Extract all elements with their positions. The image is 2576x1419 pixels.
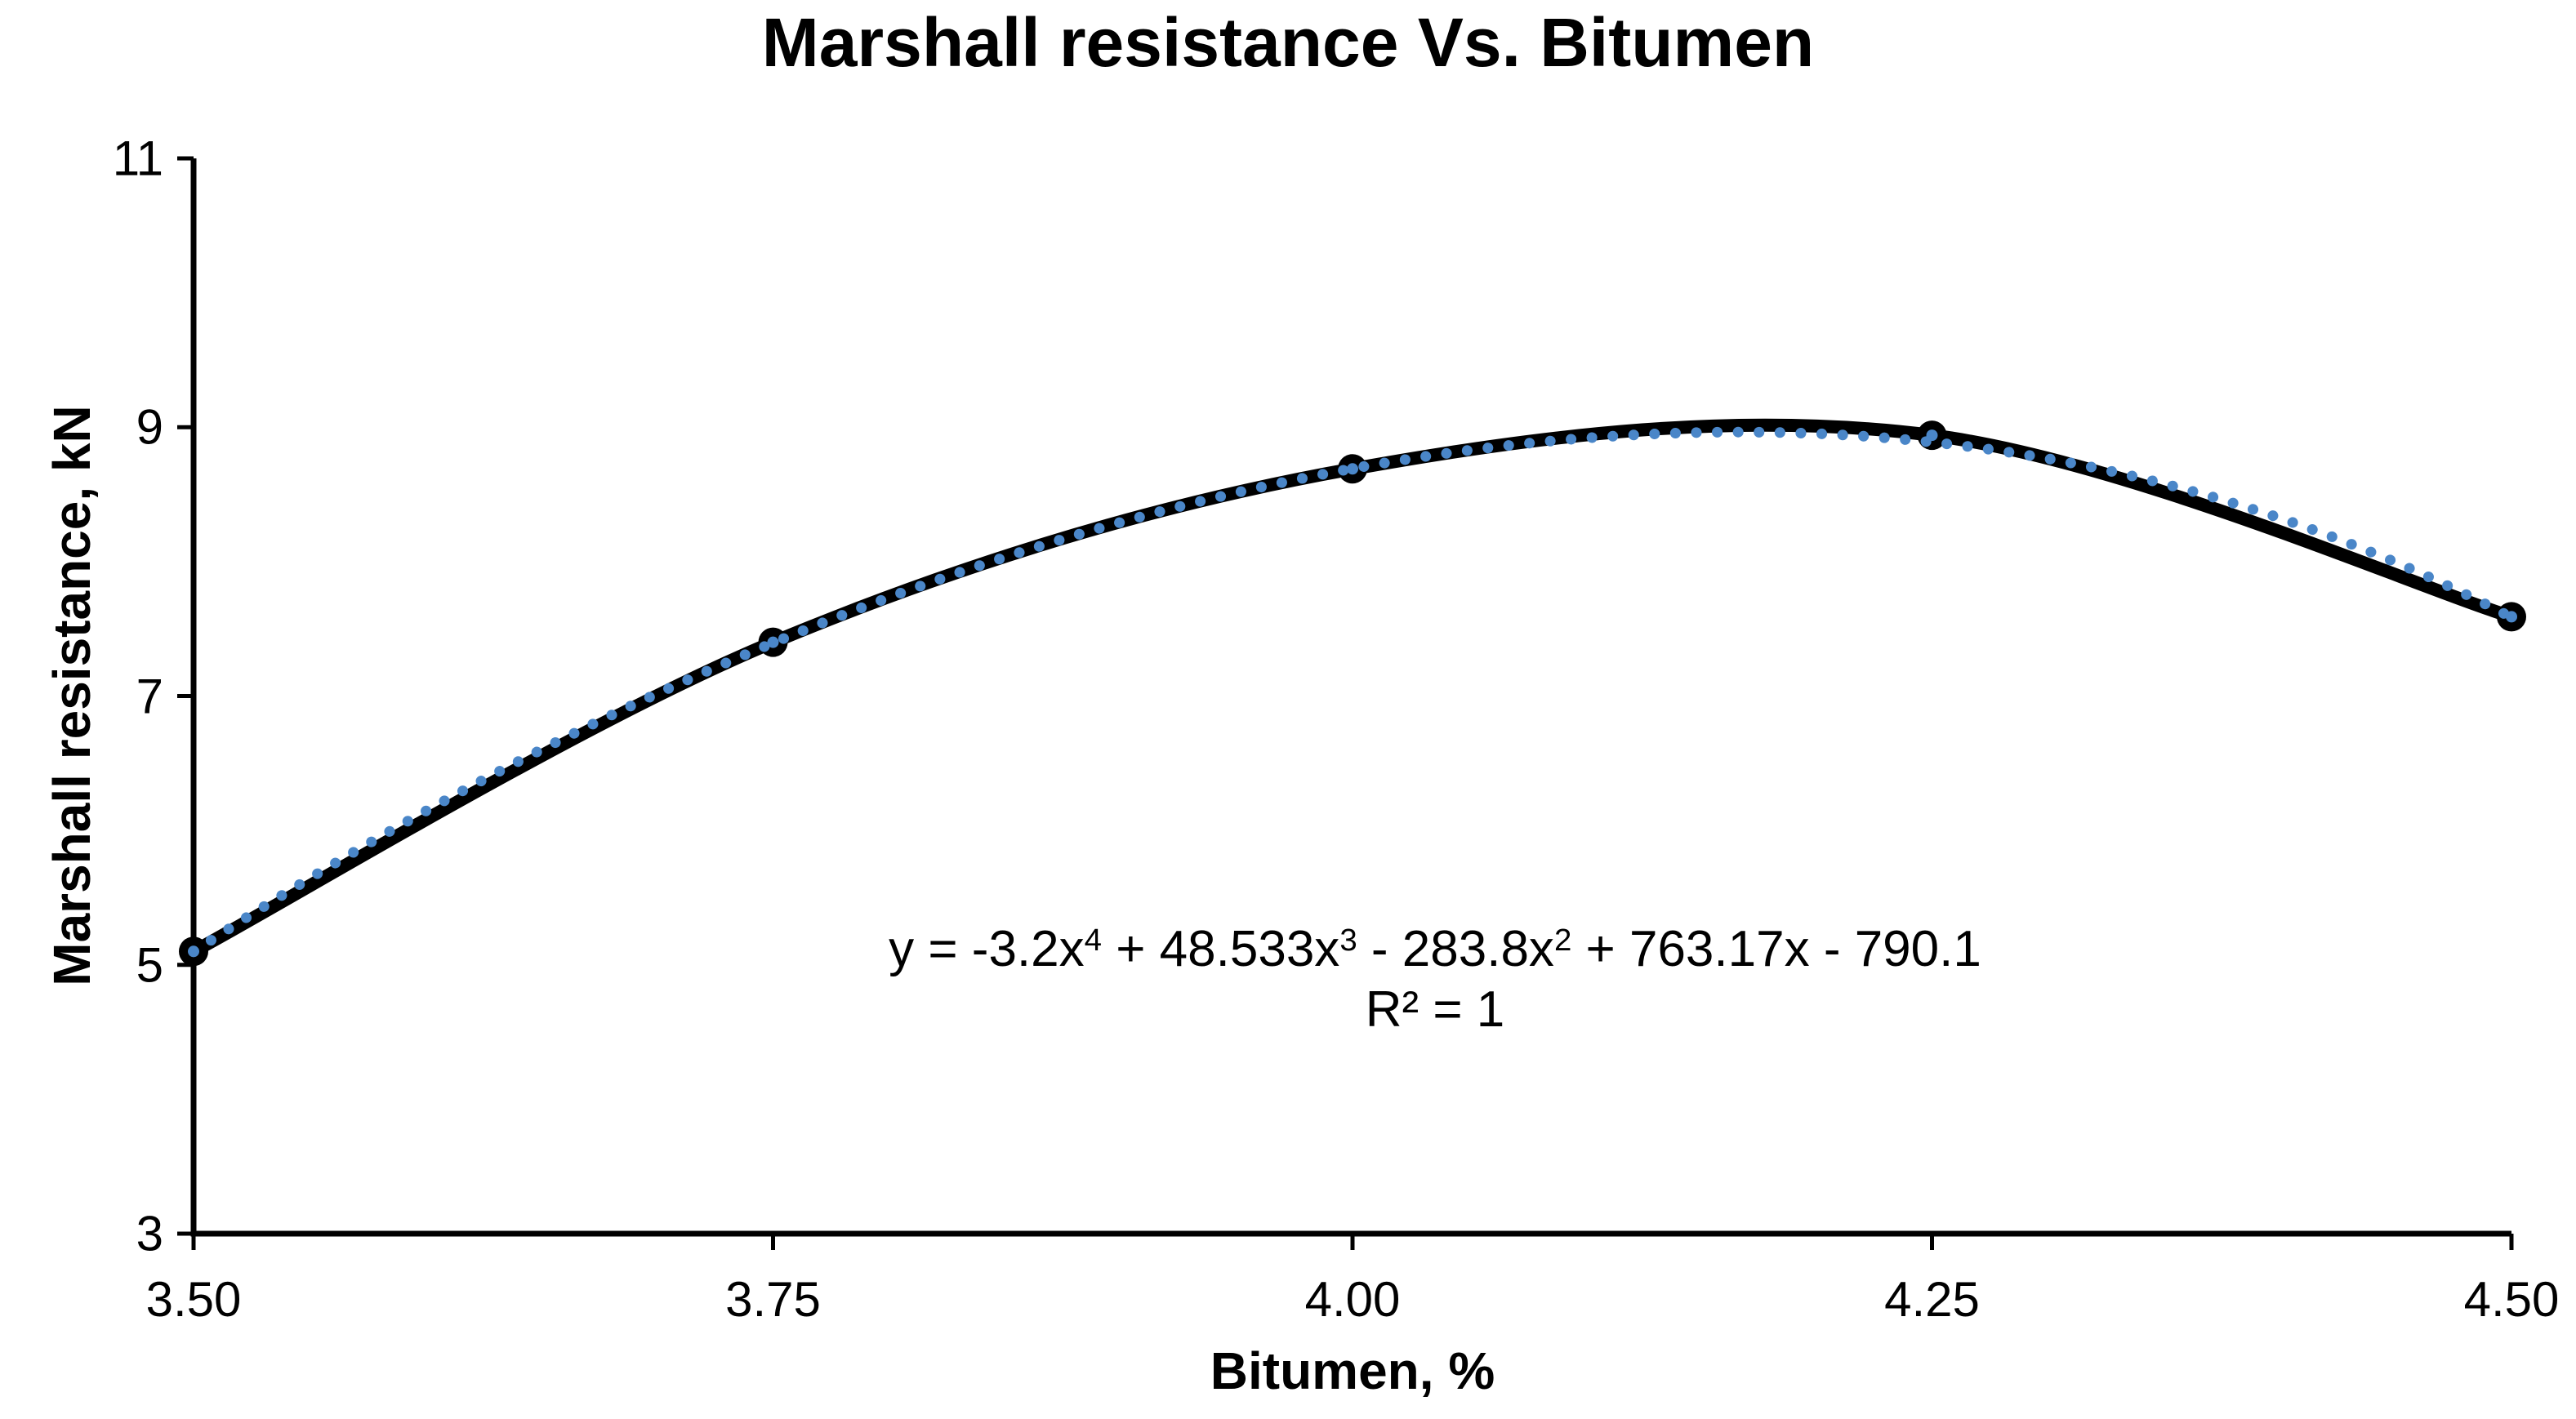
y-tick-label: 5 — [136, 937, 163, 993]
equation-exponent: 4 — [1084, 922, 1103, 958]
r-squared-value: R² = 1 — [1365, 981, 1505, 1039]
equation-text: y = -3.2x — [889, 921, 1085, 977]
marker-center-dot — [2506, 611, 2517, 623]
x-tick-label: 4.50 — [2463, 1272, 2560, 1327]
data-series-line — [187, 418, 2518, 959]
y-tick-label: 9 — [136, 399, 163, 455]
y-tick-label: 11 — [112, 131, 163, 186]
y-tick-label: 7 — [136, 669, 163, 723]
marker-center-dot — [767, 636, 779, 648]
marker-center-dot — [188, 945, 199, 958]
trendline-dotted — [188, 426, 2517, 958]
y-axis-title: Marshall resistance, kN — [42, 405, 101, 986]
trendline-equation: y = -3.2x4 + 48.533x3 - 283.8x2 + 763.17… — [889, 919, 1981, 980]
chart-title: Marshall resistance Vs. Bitumen — [761, 4, 1815, 81]
y-tick-label: 3 — [136, 1206, 163, 1261]
x-axis-title: Bitumen, % — [1210, 1341, 1495, 1400]
marker-center-dot — [1926, 429, 1938, 442]
marker-center-dot — [1347, 463, 1358, 475]
x-tick-label: 4.00 — [1304, 1272, 1401, 1327]
x-tick-label: 3.50 — [145, 1272, 242, 1327]
equation-exponent: 3 — [1339, 922, 1357, 958]
x-tick-label: 4.25 — [1884, 1272, 1980, 1327]
x-tick-label: 3.75 — [725, 1272, 821, 1327]
equation-text: - 283.8x — [1357, 921, 1554, 977]
trendline-label: y = -3.2x4 + 48.533x3 - 283.8x2 + 763.17… — [889, 919, 1981, 1041]
equation-text: + 48.533x — [1102, 921, 1340, 977]
equation-exponent: 2 — [1553, 922, 1572, 958]
equation-text: + 763.17x - 790.1 — [1571, 921, 1981, 977]
